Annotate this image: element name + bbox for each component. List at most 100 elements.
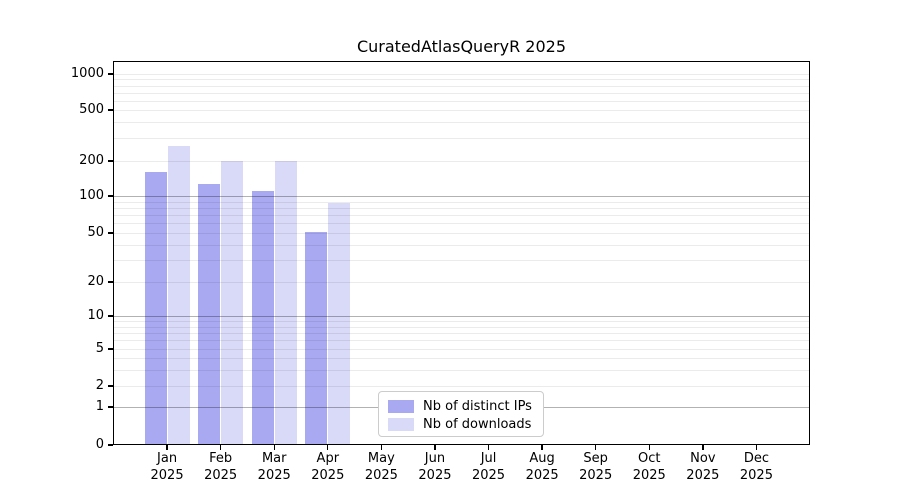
- x-tick-month: Sep: [583, 451, 608, 466]
- gridline-minor: [114, 100, 810, 102]
- bar-nb-of-distinct-ips-jan: [144, 172, 167, 445]
- bar-nb-of-distinct-ips-apr: [305, 231, 328, 445]
- x-tick-month: May: [367, 451, 395, 466]
- y-tick-label: 50: [87, 225, 104, 240]
- chart-title: CuratedAtlasQueryR 2025: [356, 37, 567, 56]
- x-tick-label: Apr 2025: [300, 450, 356, 484]
- x-tick-mark: [648, 445, 650, 450]
- gridline-minor: [114, 369, 810, 371]
- bar-nb-of-downloads-feb: [221, 161, 244, 445]
- y-tick-label: 20: [87, 274, 104, 289]
- x-tick-month: Feb: [209, 451, 233, 466]
- x-tick-year: 2025: [204, 468, 238, 483]
- gridline-minor: [114, 207, 810, 209]
- x-tick-label: Sep 2025: [568, 450, 624, 484]
- x-tick-year: 2025: [632, 468, 666, 483]
- x-tick-mark: [755, 445, 758, 450]
- x-tick-label: Dec 2025: [728, 450, 784, 484]
- y-tick-label: 200: [79, 153, 104, 168]
- gridline-minor: [114, 223, 810, 225]
- gridline-minor: [114, 79, 810, 81]
- y-tick-mark: [108, 348, 113, 350]
- gridline-major: [114, 316, 810, 317]
- gridline-minor: [114, 244, 810, 246]
- gridline-minor: [114, 340, 810, 342]
- x-tick-mark: [219, 445, 222, 450]
- y-tick-mark: [108, 109, 113, 111]
- legend-entry-downloads: Nb of downloads: [379, 415, 543, 433]
- x-tick-label: Mar 2025: [246, 450, 302, 484]
- gridline-minor: [114, 326, 810, 328]
- x-tick-mark: [541, 445, 543, 450]
- y-tick-label: 1: [95, 399, 104, 414]
- axis-frame: [113, 61, 810, 445]
- gridline-minor: [114, 349, 810, 350]
- y-tick-mark: [108, 232, 113, 234]
- y-tick-label: 0: [95, 437, 104, 452]
- legend-entry-distinct-ips: Nb of distinct IPs: [379, 397, 543, 415]
- bar-nb-of-distinct-ips-mar: [251, 191, 274, 445]
- x-tick-year: 2025: [525, 468, 559, 483]
- bar-nb-of-downloads-jan: [167, 146, 190, 445]
- x-tick-month: Dec: [743, 451, 769, 466]
- gridline-minor: [114, 201, 810, 203]
- legend-swatch-distinct-ips: [388, 399, 414, 413]
- legend: Nb of distinct IPs Nb of downloads: [378, 391, 544, 437]
- x-tick-year: 2025: [311, 468, 345, 483]
- x-tick-month: Jun: [424, 451, 446, 466]
- gridline-minor: [114, 74, 810, 75]
- y-tick-label: 100: [79, 188, 104, 203]
- bar-nb-of-downloads-apr: [328, 202, 351, 445]
- y-tick-mark: [108, 315, 113, 317]
- x-tick-year: 2025: [364, 468, 398, 483]
- y-tick-label: 10: [87, 308, 104, 323]
- x-tick-mark: [594, 445, 597, 450]
- gridline-minor: [114, 260, 810, 262]
- bar-nb-of-downloads-mar: [274, 161, 297, 445]
- x-tick-year: 2025: [257, 468, 291, 483]
- legend-label-downloads: Nb of downloads: [423, 416, 532, 432]
- x-tick-mark: [327, 445, 329, 450]
- y-tick-mark: [108, 406, 113, 408]
- x-tick-month: Jan: [157, 451, 178, 466]
- x-tick-mark: [487, 445, 490, 450]
- x-tick-label: May 2025: [353, 450, 409, 484]
- gridline-minor: [114, 386, 810, 387]
- x-tick-year: 2025: [739, 468, 773, 483]
- y-tick-mark: [108, 73, 113, 75]
- x-tick-month: Aug: [529, 451, 555, 466]
- gridline-minor: [114, 282, 810, 283]
- gridline-minor: [114, 215, 810, 217]
- x-tick-mark: [380, 445, 383, 450]
- x-tick-mark: [434, 445, 436, 450]
- x-tick-year: 2025: [150, 468, 184, 483]
- x-tick-label: Jun 2025: [407, 450, 463, 484]
- x-tick-year: 2025: [579, 468, 613, 483]
- x-tick-mark: [166, 445, 168, 450]
- x-tick-mark: [702, 445, 704, 450]
- x-tick-year: 2025: [418, 468, 452, 483]
- y-tick-mark: [108, 160, 113, 162]
- y-tick-label: 500: [79, 102, 104, 117]
- y-tick-label: 5: [95, 341, 104, 356]
- gridline-major: [114, 196, 810, 197]
- gridline-minor: [114, 161, 810, 162]
- y-tick-label: 1000: [70, 66, 104, 81]
- gridline-minor: [114, 122, 810, 124]
- x-tick-mark: [273, 445, 275, 450]
- y-tick-mark: [108, 281, 113, 283]
- gridline-minor: [114, 321, 810, 323]
- y-tick-mark: [108, 385, 113, 387]
- x-tick-month: Jul: [480, 451, 497, 466]
- gridline-minor: [114, 138, 810, 140]
- x-tick-month: Apr: [316, 451, 340, 466]
- x-tick-year: 2025: [686, 468, 720, 483]
- x-tick-label: Jul 2025: [461, 450, 517, 484]
- gridline-minor: [114, 92, 810, 94]
- x-tick-month: Oct: [638, 451, 661, 466]
- gridline-minor: [114, 85, 810, 87]
- y-tick-mark: [108, 444, 113, 446]
- gridline-minor: [114, 358, 810, 359]
